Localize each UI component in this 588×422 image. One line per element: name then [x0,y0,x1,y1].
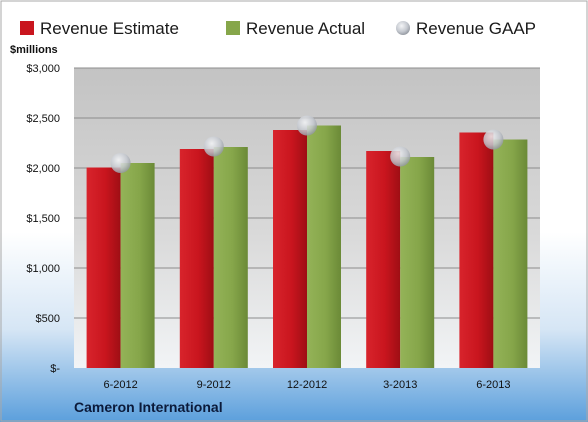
bar-revenue-actual [400,157,435,368]
marker-revenue-gaap [483,129,504,150]
marker-revenue-gaap [390,146,411,167]
x-tick-label: 9-2012 [197,379,231,391]
legend-swatch-gaap [396,21,410,35]
bar-revenue-estimate [273,130,307,368]
legend: Revenue Estimate Revenue Actual Revenue GA… [20,19,536,38]
y-axis: $- $500 $1,000 $1,500 $2,000 $2,500 $3,000 [26,63,60,375]
bar-revenue-actual [307,125,341,368]
bar-revenue-actual [120,163,155,368]
y-tick-label: $1,500 [26,213,60,225]
bar-revenue-estimate [179,149,214,368]
x-tick-label: 6-2013 [476,379,510,391]
legend-label: Revenue Actual [246,19,365,38]
y-tick-label: $- [50,363,60,375]
units-label: $millions [10,44,58,56]
y-tick-label: $500 [36,313,60,325]
legend-swatch [226,21,240,35]
legend-swatch [20,21,34,35]
bar-revenue-actual [213,147,248,368]
legend-label: Revenue GAAP [416,19,536,38]
marker-revenue-gaap [203,136,224,157]
y-tick-label: $1,000 [26,263,60,275]
x-tick-label: 12-2012 [287,379,327,391]
bar-revenue-estimate [366,151,401,368]
x-tick-label: 6-2012 [103,379,137,391]
marker-revenue-gaap [110,153,131,173]
y-tick-label: $2,000 [26,163,60,175]
x-tick-label: 3-2013 [383,379,417,391]
bar-revenue-estimate [459,132,494,368]
company-name: Cameron International [74,399,223,415]
y-tick-label: $2,500 [26,113,60,125]
bar-revenue-actual [493,139,528,368]
legend-label: Revenue Estimate [40,19,179,38]
bar-revenue-estimate [86,167,121,368]
x-axis: 6-2012 9-2012 12-2012 3-2013 6-2013 [103,379,510,391]
y-tick-label: $3,000 [26,63,60,75]
bars [86,115,528,368]
marker-revenue-gaap [297,115,317,136]
